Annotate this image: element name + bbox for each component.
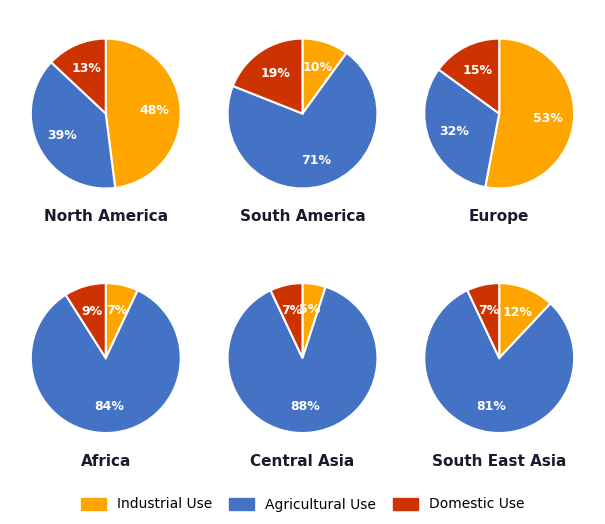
Text: 84%: 84% — [94, 400, 124, 413]
Wedge shape — [485, 39, 574, 189]
Text: 81%: 81% — [477, 400, 506, 413]
Wedge shape — [65, 283, 106, 358]
Text: 19%: 19% — [260, 67, 290, 80]
Text: 39%: 39% — [48, 129, 77, 142]
Legend: Industrial Use, Agricultural Use, Domestic Use: Industrial Use, Agricultural Use, Domest… — [75, 492, 530, 517]
Text: 10%: 10% — [302, 61, 333, 74]
Wedge shape — [302, 39, 347, 114]
Wedge shape — [439, 39, 499, 114]
Wedge shape — [233, 39, 302, 114]
Wedge shape — [227, 53, 378, 189]
Wedge shape — [106, 283, 138, 358]
Wedge shape — [270, 283, 302, 358]
Wedge shape — [467, 283, 499, 358]
Wedge shape — [424, 70, 499, 187]
Title: South East Asia: South East Asia — [432, 454, 566, 469]
Wedge shape — [227, 287, 378, 433]
Text: 88%: 88% — [290, 400, 321, 413]
Title: Africa: Africa — [80, 454, 131, 469]
Text: 32%: 32% — [439, 125, 469, 138]
Text: 7%: 7% — [478, 304, 499, 317]
Text: 15%: 15% — [462, 63, 492, 77]
Title: North America: North America — [44, 210, 168, 224]
Title: Central Asia: Central Asia — [250, 454, 355, 469]
Text: 7%: 7% — [106, 304, 127, 317]
Text: 48%: 48% — [140, 104, 169, 117]
Text: 7%: 7% — [281, 304, 302, 317]
Text: 71%: 71% — [301, 154, 331, 167]
Text: 13%: 13% — [71, 62, 102, 75]
Text: 53%: 53% — [533, 112, 563, 125]
Wedge shape — [424, 290, 574, 433]
Text: 5%: 5% — [299, 303, 321, 316]
Title: Europe: Europe — [469, 210, 529, 224]
Wedge shape — [106, 39, 181, 188]
Wedge shape — [51, 39, 106, 114]
Wedge shape — [31, 62, 115, 189]
Text: 12%: 12% — [502, 306, 532, 319]
Title: South America: South America — [240, 210, 365, 224]
Wedge shape — [302, 283, 325, 358]
Text: 9%: 9% — [82, 305, 103, 318]
Wedge shape — [499, 283, 551, 358]
Wedge shape — [31, 290, 181, 433]
